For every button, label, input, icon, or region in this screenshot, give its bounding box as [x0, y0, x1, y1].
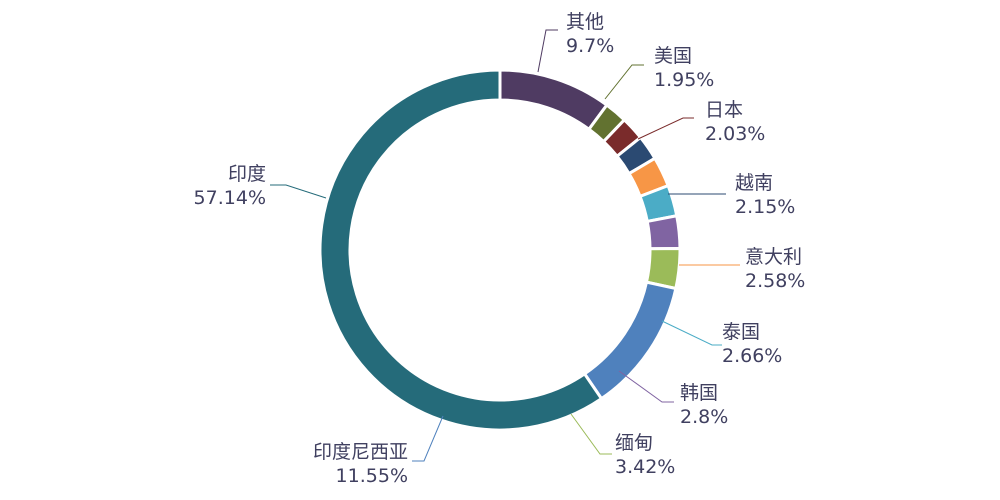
- slice-韩国: [645, 213, 682, 251]
- leader-line-其他: [537, 29, 558, 73]
- leader-line-泰国: [661, 320, 722, 346]
- label-name-越南: 越南: [735, 172, 773, 194]
- leader-line-印度: [270, 184, 327, 199]
- label-value-韩国: 2.8%: [680, 406, 728, 428]
- leader-line-缅甸: [570, 413, 612, 455]
- label-name-泰国: 泰国: [722, 321, 760, 343]
- label-name-意大利: 意大利: [745, 246, 802, 268]
- label-value-日本: 2.03%: [705, 123, 765, 145]
- leader-line-美国: [604, 64, 644, 100]
- leader-line-日本: [637, 117, 694, 140]
- label-name-印度尼西亚: 印度尼西亚: [313, 441, 408, 463]
- label-value-泰国: 2.66%: [722, 345, 782, 367]
- slice-印度: [318, 68, 604, 432]
- label-value-其他: 9.7%: [566, 35, 614, 57]
- leader-line-韩国: [618, 370, 674, 403]
- slice-其他: [498, 68, 609, 132]
- label-name-韩国: 韩国: [680, 382, 718, 404]
- label-name-印度: 印度: [228, 163, 266, 185]
- label-value-缅甸: 3.42%: [615, 456, 675, 478]
- label-value-美国: 1.95%: [654, 69, 714, 91]
- label-name-缅甸: 缅甸: [615, 432, 653, 454]
- label-value-印度: 57.14%: [194, 187, 266, 209]
- label-value-意大利: 2.58%: [745, 270, 805, 292]
- label-name-其他: 其他: [566, 11, 604, 33]
- label-name-美国: 美国: [654, 45, 692, 67]
- slice-印度尼西亚: [582, 280, 678, 401]
- label-value-印度尼西亚: 11.55%: [336, 465, 408, 487]
- donut-slices: [318, 68, 682, 432]
- label-name-日本: 日本: [705, 99, 743, 121]
- leader-line-印度尼西亚: [412, 415, 444, 462]
- leader-lines: [270, 29, 740, 462]
- label-value-越南: 2.15%: [735, 196, 795, 218]
